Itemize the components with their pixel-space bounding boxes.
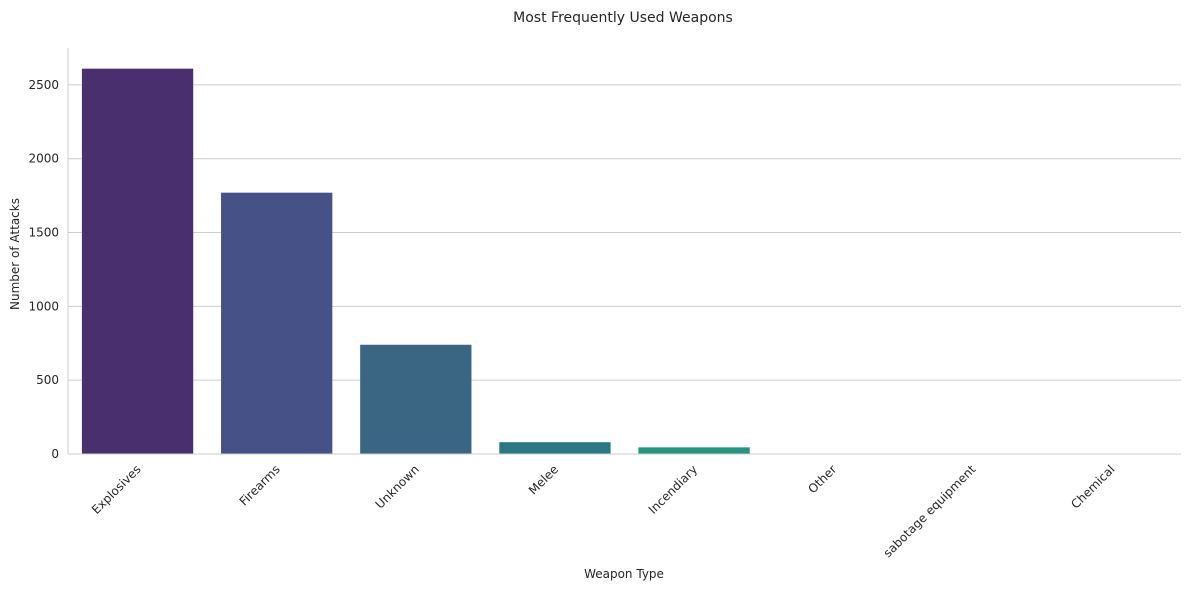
bar-incendiary xyxy=(638,447,749,454)
bars xyxy=(82,69,1167,454)
y-tick-label: 2500 xyxy=(28,78,59,92)
x-tick-label: sabotage equipment xyxy=(881,462,979,560)
chart-title: Most Frequently Used Weapons xyxy=(513,10,733,26)
bar-explosives xyxy=(82,69,193,454)
bar-melee xyxy=(499,442,610,454)
x-tick-labels: Explosives Firearms Unknown Melee Incendiary… xyxy=(89,462,1118,560)
x-tick-label: Melee xyxy=(526,462,561,497)
y-tick-label: 0 xyxy=(51,447,59,461)
y-tick-label: 1500 xyxy=(28,226,59,240)
y-tick-label: 2000 xyxy=(28,152,59,166)
x-tick-label: Chemical xyxy=(1068,462,1117,511)
y-tick-labels: 0 500 1000 1500 2000 2500 xyxy=(28,78,59,461)
y-axis-label: Number of Attacks xyxy=(8,198,22,310)
x-tick-label: Incendiary xyxy=(646,462,701,517)
y-tick-label: 1000 xyxy=(28,299,59,313)
x-tick-label: Other xyxy=(805,462,839,496)
x-tick-label: Unknown xyxy=(373,462,422,511)
bar-unknown xyxy=(360,345,471,454)
y-tick-label: 500 xyxy=(36,373,59,387)
bar-firearms xyxy=(221,193,332,454)
x-tick-label: Firearms xyxy=(237,462,283,508)
x-tick-label: Explosives xyxy=(89,462,144,517)
x-axis-label: Weapon Type xyxy=(584,567,664,581)
